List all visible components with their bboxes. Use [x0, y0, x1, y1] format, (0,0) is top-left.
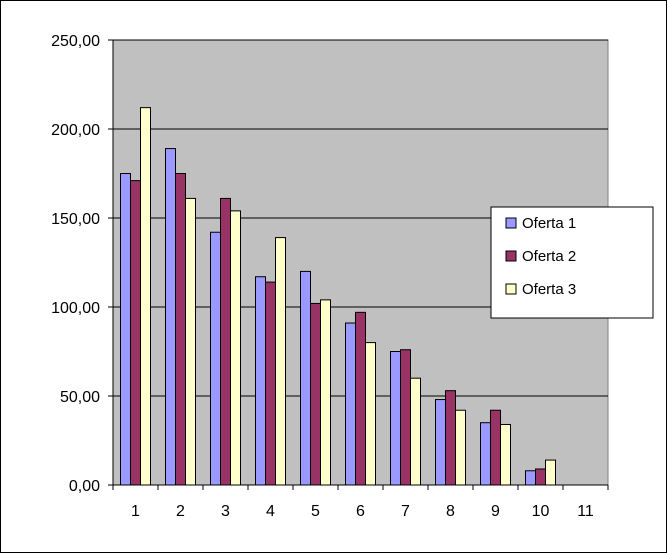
x-tick-label-10: 10	[532, 503, 550, 520]
x-tick-label-9: 9	[491, 503, 500, 520]
bar-1-2	[165, 148, 176, 486]
bar-2-6	[355, 311, 366, 486]
y-tick-label-3: 150,00	[51, 211, 100, 228]
y-tick-label-5: 250,00	[51, 33, 100, 50]
x-tick-label-2: 2	[176, 503, 185, 520]
bar-1-6	[345, 322, 356, 486]
bar-3-8	[455, 409, 466, 486]
bar-2-5	[310, 302, 321, 486]
y-tick-label-1: 50,00	[60, 389, 100, 406]
y-axis-tick-labels: 0,00 50,00 100,00 150,00 200,00 250,00	[51, 33, 100, 495]
bar-2-3	[220, 197, 231, 486]
y-tick-label-0: 0,00	[69, 478, 100, 495]
bar-1-1	[120, 173, 131, 486]
legend-label-3: Oferta 3	[522, 281, 576, 298]
y-tick-label-2: 100,00	[51, 300, 100, 317]
bar-2-1	[130, 180, 141, 486]
legend-box	[490, 206, 654, 319]
bars	[120, 107, 556, 486]
legend: Oferta 1 Oferta 2 Oferta 3	[490, 206, 654, 319]
bar-3-1	[140, 107, 151, 486]
bar-3-2	[185, 197, 196, 486]
bar-1-7	[390, 351, 401, 486]
bar-1-8	[435, 399, 446, 486]
bar-2-10	[535, 468, 546, 486]
y-tick-label-4: 200,00	[51, 122, 100, 139]
x-tick-label-3: 3	[221, 503, 230, 520]
legend-label-2: Oferta 2	[522, 248, 576, 265]
bar-1-10	[525, 470, 536, 486]
x-tick-label-6: 6	[356, 503, 365, 520]
bar-1-4	[255, 276, 266, 486]
bar-1-3	[210, 231, 221, 486]
bar-1-9	[480, 422, 491, 486]
bar-3-4	[275, 237, 286, 486]
bar-3-9	[500, 423, 511, 486]
bar-1-5	[300, 270, 311, 486]
bar-2-7	[400, 349, 411, 486]
axes	[108, 39, 609, 490]
bar-3-7	[410, 377, 421, 486]
bar-3-10	[545, 459, 556, 486]
x-tick-label-8: 8	[446, 503, 455, 520]
legend-swatch-1	[505, 217, 517, 229]
legend-swatch-3	[505, 283, 517, 295]
x-tick-label-1: 1	[131, 503, 140, 520]
bar-3-3	[230, 210, 241, 486]
x-tick-label-7: 7	[401, 503, 410, 520]
x-tick-label-4: 4	[266, 503, 275, 520]
legend-label-1: Oferta 1	[522, 215, 576, 232]
x-axis-tick-labels: 1 2 3 4 5 6 7 8 9 10 11	[131, 503, 594, 520]
bar-3-5	[320, 299, 331, 486]
bar-2-4	[265, 281, 276, 486]
bar-2-8	[445, 390, 456, 486]
bar-2-9	[490, 409, 501, 486]
bar-2-2	[175, 173, 186, 486]
legend-swatch-2	[505, 250, 517, 262]
x-tick-label-11: 11	[577, 503, 594, 520]
x-tick-label-5: 5	[311, 503, 320, 520]
bar-3-6	[365, 342, 376, 486]
